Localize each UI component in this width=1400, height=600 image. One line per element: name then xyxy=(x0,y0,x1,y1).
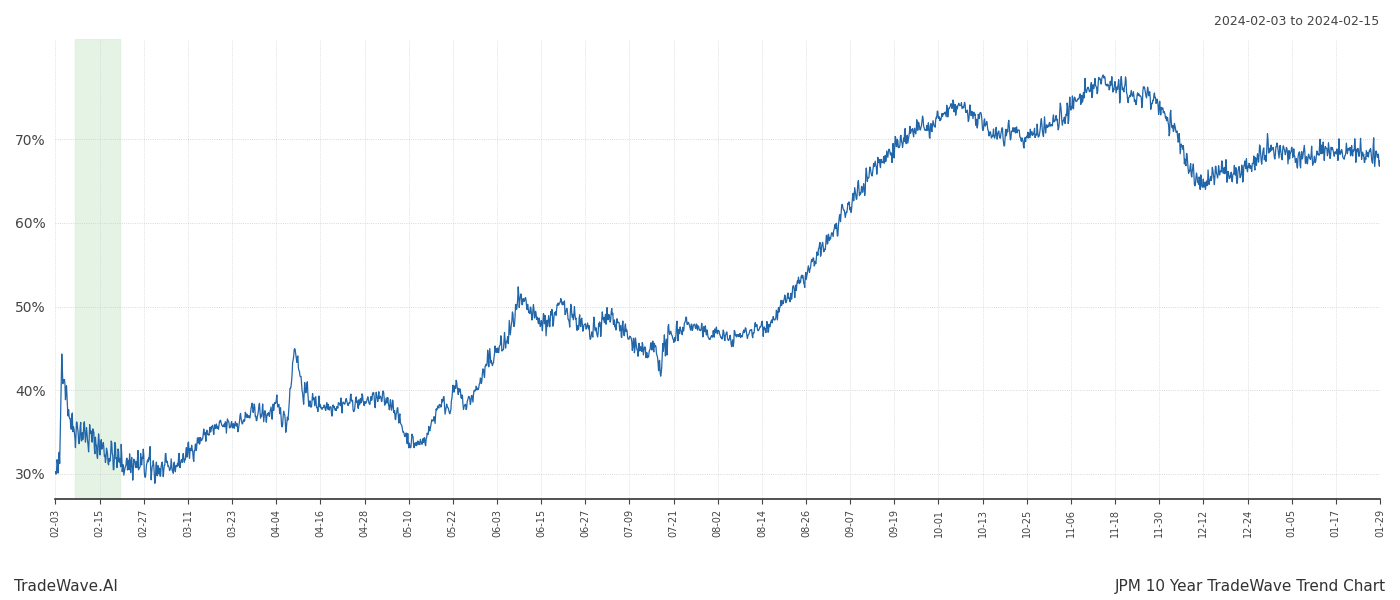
Text: JPM 10 Year TradeWave Trend Chart: JPM 10 Year TradeWave Trend Chart xyxy=(1114,579,1386,594)
Text: 2024-02-03 to 2024-02-15: 2024-02-03 to 2024-02-15 xyxy=(1214,15,1379,28)
Bar xyxy=(76,39,119,499)
Text: TradeWave.AI: TradeWave.AI xyxy=(14,579,118,594)
